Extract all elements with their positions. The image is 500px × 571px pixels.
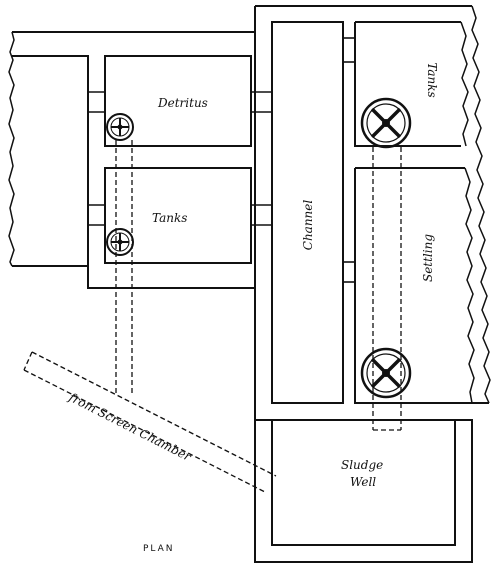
valve-wheel-icon <box>360 347 412 399</box>
label-sludge: Sludge <box>341 458 383 472</box>
plan-title: PLAN <box>143 544 175 554</box>
settling-tank-lower: Settling <box>343 167 475 404</box>
inlet-pipe-from-screen-chamber: from Screen Chamber <box>23 351 277 493</box>
label-detritus: Detritus <box>157 96 208 110</box>
label-tanks-right: Tanks <box>425 62 439 97</box>
channel: Channel <box>254 6 344 420</box>
sludge-well: Sludge Well <box>254 419 473 563</box>
settling-tank-upper: Tanks <box>343 21 469 147</box>
label-from-screen-chamber: from Screen Chamber <box>66 390 195 465</box>
left-dashed-pipes <box>115 140 133 395</box>
right-dashed-pipes <box>372 147 402 431</box>
valve-wheel-icon <box>106 228 134 256</box>
label-settling: Settling <box>421 234 435 282</box>
label-tanks-left: Tanks <box>152 211 187 225</box>
valve-wheel-icon <box>106 113 134 141</box>
label-channel: Channel <box>301 200 315 251</box>
label-well: Well <box>350 475 376 489</box>
valve-wheel-icon <box>360 97 412 149</box>
detritus-tank-upper: Detritus <box>88 55 272 147</box>
